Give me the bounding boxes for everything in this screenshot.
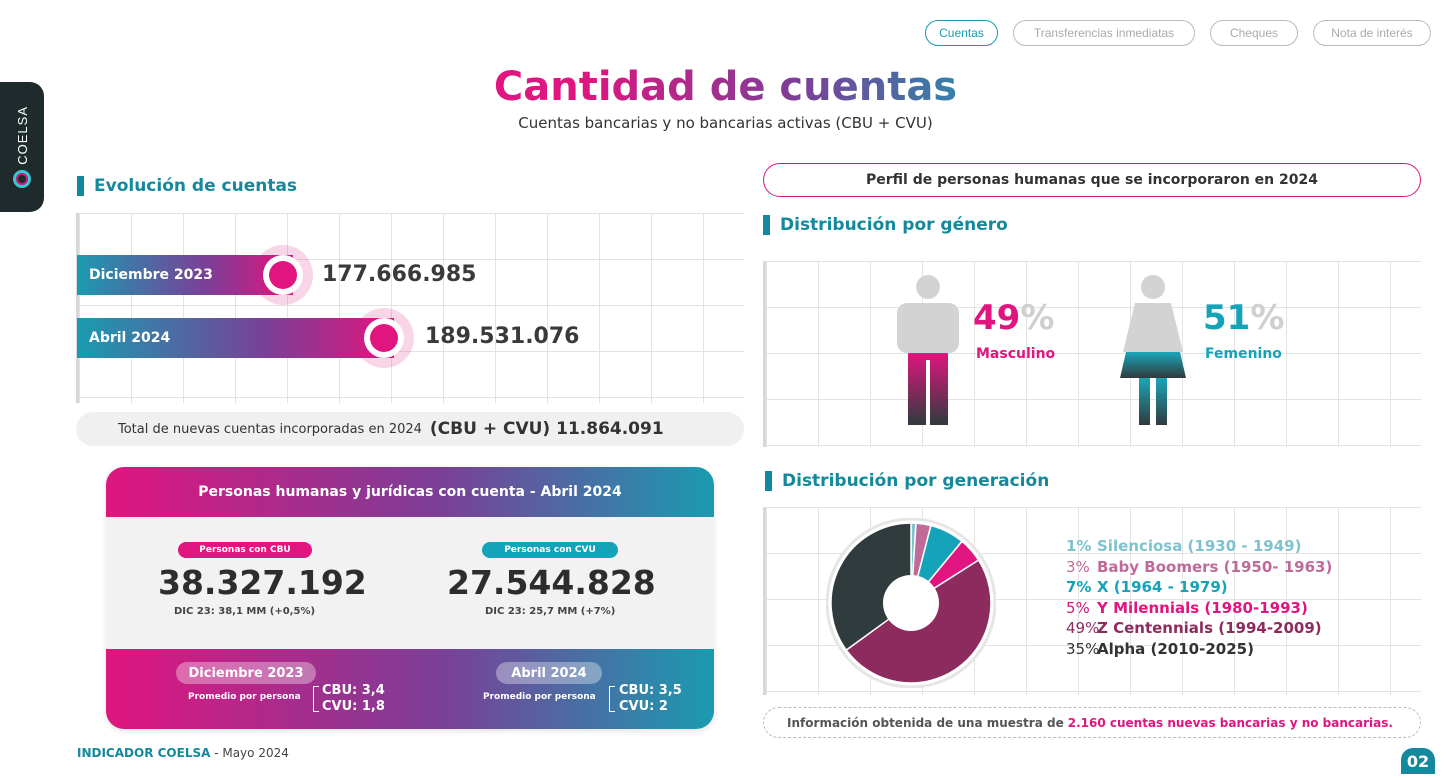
section-bar	[765, 471, 772, 491]
legend-label: Silenciosa (1930 - 1949)	[1097, 537, 1302, 555]
value-abril-2024: 189.531.076	[425, 324, 580, 349]
section-title: Distribución por generación	[782, 471, 1050, 491]
note-text: Información obtenida de una muestra de	[787, 715, 1064, 730]
top-nav: Cuentas Transferencias inmediatas Cheque…	[925, 20, 1431, 46]
coelsa-side-logo: COELSA	[0, 82, 44, 212]
legend-percent: 1%	[1066, 537, 1092, 555]
promedio-cbu: CBU: 3,5	[619, 683, 682, 698]
promedio-abril: CBU: 3,5 CVU: 2	[619, 683, 682, 715]
male-figure-icon	[897, 275, 959, 426]
legend-label: Z Centennials (1994-2009)	[1097, 619, 1322, 638]
promedio-label: Promedio por persona	[483, 692, 596, 702]
legend-item: 5% Y Milennials (1980-1993)	[1066, 598, 1332, 619]
legend-percent: 35%	[1066, 639, 1100, 658]
legend-item: 3% Baby Boomers (1950- 1963)	[1066, 557, 1332, 578]
tag-personas-cvu: Personas con CVU	[482, 542, 618, 558]
tab-cuentas[interactable]: Cuentas	[925, 20, 998, 46]
label-diciembre-2023: Diciembre 2023	[176, 662, 316, 684]
bar-abril-2024: Abril 2024	[77, 308, 414, 368]
value-diciembre-2023: 177.666.985	[322, 262, 477, 287]
footer-date: - Mayo 2024	[210, 746, 289, 760]
legend-percent: 3%	[1066, 557, 1090, 576]
promedio-label: Promedio por persona	[188, 692, 301, 702]
value-personas-cbu: 38.327.192	[158, 563, 367, 602]
female-figure-icon	[1120, 275, 1186, 425]
legend-percent: 49%	[1066, 619, 1100, 638]
sample-note: Información obtenida de una muestra de 2…	[763, 707, 1421, 738]
promedio-cvu: CVU: 1,8	[322, 699, 385, 714]
bar-label: Diciembre 2023	[89, 267, 213, 283]
section-evolucion: Evolución de cuentas	[77, 176, 297, 196]
pie-center-hole	[883, 575, 939, 631]
pie-slice-5	[830, 522, 912, 652]
legend-item: 1% Silenciosa (1930 - 1949)	[1066, 536, 1332, 557]
note-personas-cvu: DIC 23: 25,7 MM (+7%)	[485, 606, 616, 617]
personas-card-title: Personas humanas y jurídicas con cuenta …	[106, 467, 714, 517]
page-number: 02	[1401, 748, 1435, 774]
page-subtitle: Cuentas bancarias y no bancarias activas…	[518, 114, 933, 132]
legend-label: Y Milennials (1980-1993)	[1097, 598, 1308, 617]
total-value: (CBU + CVU) 11.864.091	[429, 419, 664, 439]
legend-label: X (1964 - 1979)	[1097, 578, 1228, 597]
coelsa-logo-icon	[13, 170, 31, 189]
page-title: Cantidad de cuentas	[0, 64, 1451, 110]
femenino-label: Femenino	[1205, 346, 1282, 362]
bar-diciembre-2023: Diciembre 2023	[77, 245, 313, 305]
bracket	[313, 686, 319, 712]
perfil-banner: Perfil de personas humanas que se incorp…	[763, 163, 1421, 197]
bar-marker	[253, 245, 313, 305]
genero-grid	[763, 261, 1421, 447]
legend-label: Alpha (2010-2025)	[1097, 639, 1254, 658]
bar-label: Abril 2024	[89, 330, 171, 346]
tab-cheques[interactable]: Cheques	[1210, 20, 1298, 46]
section-bar	[763, 215, 770, 235]
personas-card-footer: Diciembre 2023 Promedio por persona CBU:…	[106, 649, 714, 729]
section-title: Distribución por género	[780, 215, 1008, 235]
generacion-legend: 1% Silenciosa (1930 - 1949) 3% Baby Boomers…	[1066, 536, 1332, 660]
bracket	[609, 686, 615, 712]
note-personas-cbu: DIC 23: 38,1 MM (+0,5%)	[174, 606, 316, 617]
footer-brand: INDICADOR COELSA	[77, 746, 211, 760]
section-generacion: Distribución por generación	[765, 471, 1049, 491]
masculino-label: Masculino	[976, 346, 1056, 362]
tab-transferencias[interactable]: Transferencias inmediatas	[1013, 20, 1195, 46]
promedio-cvu: CVU: 2	[619, 699, 668, 714]
section-bar	[77, 176, 84, 196]
total-nuevas-cuentas: Total de nuevas cuentas incorporadas en …	[76, 412, 744, 446]
promedio-cbu: CBU: 3,4	[322, 683, 385, 698]
label-abril-2024: Abril 2024	[496, 662, 602, 684]
legend-label: Baby Boomers (1950- 1963)	[1097, 557, 1333, 576]
footer: INDICADOR COELSA - Mayo 2024	[77, 746, 289, 760]
bar-marker	[354, 308, 414, 368]
personas-card: Personas humanas y jurídicas con cuenta …	[106, 467, 714, 729]
value-personas-cvu: 27.544.828	[447, 563, 656, 602]
tag-personas-cbu: Personas con CBU	[178, 542, 312, 558]
legend-percent: 7%	[1066, 578, 1092, 597]
generacion-pie-chart	[826, 518, 996, 688]
legend-item: 35% Alpha (2010-2025)	[1066, 639, 1332, 660]
legend-item: 49% Z Centennials (1994-2009)	[1066, 618, 1332, 639]
total-label: Total de nuevas cuentas incorporadas en …	[118, 421, 422, 437]
section-title: Evolución de cuentas	[94, 176, 298, 196]
tab-nota-de-interes[interactable]: Nota de interés	[1313, 20, 1431, 46]
note-highlight: 2.160 cuentas nuevas bancarias y no banc…	[1067, 715, 1393, 730]
femenino-percent: 51%	[1203, 298, 1285, 338]
legend-item: 7% X (1964 - 1979)	[1066, 577, 1332, 598]
evolucion-grid	[76, 213, 744, 403]
section-genero: Distribución por género	[763, 215, 1008, 235]
masculino-percent: 49%	[973, 298, 1055, 338]
legend-percent: 5%	[1066, 598, 1090, 617]
promedio-diciembre: CBU: 3,4 CVU: 1,8	[322, 683, 385, 715]
